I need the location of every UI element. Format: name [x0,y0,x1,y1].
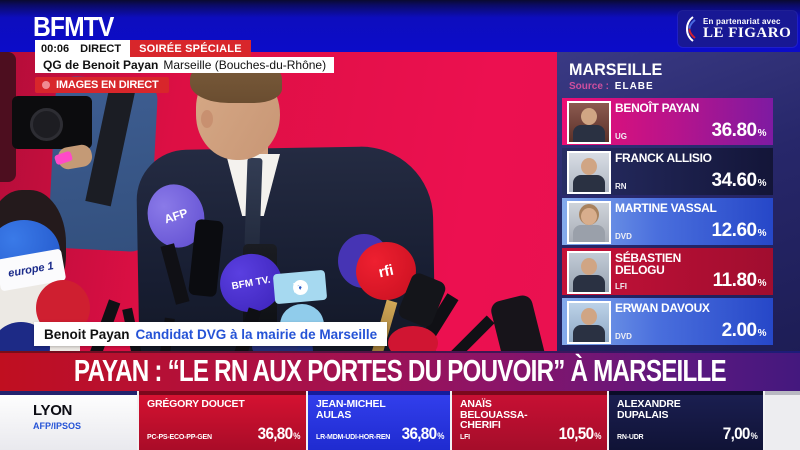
source-label: Source : [569,81,610,92]
ticker-candidate-name: ANAÏS BELOUASSA-CHERIFI [460,398,528,431]
results-city-title: MARSEILLE [569,60,663,79]
candidate-row: BENOÎT PAYAN UG 36.80% [562,98,773,145]
candidate-score: 36.80% [711,120,767,141]
candidate-photo [567,251,611,294]
candidate-photo [567,151,611,194]
results-panel: MARSEILLE Source : ELABE BENOÎT PAYAN UG… [557,52,800,356]
candidate-party: DVD [615,332,632,341]
ticker-candidate-party: PC-PS-ECO-PP-GEN [147,434,212,441]
source-value: ELABE [614,81,654,92]
live-dot-icon [42,81,50,89]
ticker-entry: JEAN-MICHEL AULAS LR-MDM-UDI-HOR-REN 36,… [306,391,450,450]
camera-lens [30,108,63,141]
candidate-score: 12.60% [711,220,767,241]
candidate-score: 2.00% [721,320,767,341]
candidate-party: DVD [615,232,632,241]
candidate-row: ERWAN DAVOUX DVD 2.00% [562,298,773,345]
ticker-next-segment [763,391,800,450]
candidate-row: MARTINE VASSAL DVD 12.60% [562,198,773,245]
location-city: Marseille (Bouches-du-Rhône) [163,58,327,72]
headline-band: PAYAN : “LE RN AUX PORTES DU POUVOIR” À … [0,351,800,391]
candidate-photo [567,301,611,344]
candidate-party: LFI [615,282,627,291]
live-images-label: IMAGES EN DIRECT [56,79,159,91]
speaker-role: Candidat DVG à la mairie de Marseille [135,326,378,342]
ticker-candidate-score: 36,80% [257,424,301,443]
program-chip: SOIRÉE SPÉCIALE [130,40,251,57]
location-venue: QG de Benoit Payan [43,58,159,72]
candidate-party: UG [615,132,627,141]
ticker-candidate-party: RN-UDR [617,434,644,441]
ticker-city-segment: LYON AFP/IPSOS [0,391,137,450]
results-source: Source : ELABE [569,81,654,92]
ticker-candidate-score: 10,50% [558,424,602,443]
tripod-shape [0,52,16,182]
candidate-photo [567,101,611,144]
headline-text: PAYAN : “LE RN AUX PORTES DU POUVOIR” À … [74,353,727,388]
candidate-name: MARTINE VASSAL [615,201,717,215]
candidate-party: RN [615,182,627,191]
speaker-lower-third: Benoit Payan Candidat DVG à la mairie de… [34,322,388,346]
tv-camera [12,96,92,149]
ticker-candidate-name: ALEXANDRE DUPALAIS [617,398,681,421]
status-chips: 00:06 DIRECT SOIRÉE SPÉCIALE [35,40,251,57]
results-ticker: LYON AFP/IPSOS GRÉGORY DOUCET PC-PS-ECO-… [0,391,800,450]
live-images-badge: IMAGES EN DIRECT [35,77,169,93]
candidate-name: SÉBASTIEN DELOGU [615,251,681,277]
figaro-swoosh-icon [686,16,696,42]
partner-name: LE FIGARO [703,25,792,41]
partner-badge: En partenariat avec LE FIGARO [678,11,797,47]
candidate-score: 11.80% [712,270,767,291]
ticker-entry: ANAÏS BELOUASSA-CHERIFI LFI 10,50% [450,391,607,450]
candidate-name: ERWAN DAVOUX [615,301,710,315]
ticker-candidate-score: 36,80% [401,424,445,443]
ticker-city: LYON [33,402,73,419]
ticker-candidate-score: 7,00% [722,424,758,443]
partner-texts: En partenariat avec LE FIGARO [703,17,791,41]
direct-label: DIRECT [80,42,122,55]
ticker-candidate-party: LR-MDM-UDI-HOR-REN [316,434,391,441]
microphone-ici-flag: ♥ ici [272,269,328,305]
ticker-candidate-party: LFI [460,434,470,441]
candidate-name: BENOÎT PAYAN [615,101,699,115]
time-direct-chip: 00:06 DIRECT [35,40,131,57]
candidate-photo [567,201,611,244]
partner-pre-label: En partenariat avec [703,17,781,26]
channel-logo: BFMTV [33,11,114,42]
speaker-ear [201,110,213,128]
ticker-candidate-name: JEAN-MICHEL AULAS [316,398,386,421]
ici-label: ici [292,278,308,296]
ticker-entry: ALEXANDRE DUPALAIS RN-UDR 7,00% [607,391,763,450]
speaker-tie [244,157,263,247]
ticker-source: AFP/IPSOS [33,421,82,431]
speaker-name: Benoit Payan [44,326,130,342]
location-chip: QG de Benoit Payan Marseille (Bouches-du… [35,57,335,73]
clock-time: 00:06 [41,42,70,55]
ticker-candidate-name: GRÉGORY DOUCET [147,398,245,410]
candidate-name: FRANCK ALLISIO [615,151,712,165]
ticker-entry: GRÉGORY DOUCET PC-PS-ECO-PP-GEN 36,80% [137,391,306,450]
candidate-row: FRANCK ALLISIO RN 34.60% [562,148,773,195]
candidate-row: SÉBASTIEN DELOGU LFI 11.80% [562,248,773,295]
candidate-score: 34.60% [711,170,767,191]
